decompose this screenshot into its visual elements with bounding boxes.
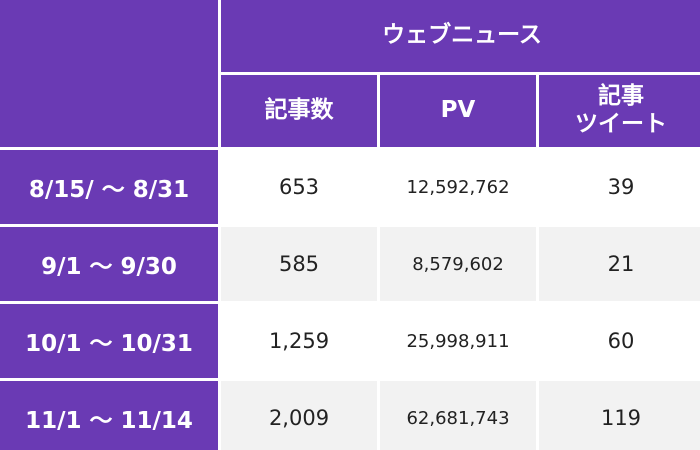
row-label-period: 8/15/ 〜 8/31 (0, 150, 218, 224)
cell-pv: 25,998,911 (380, 304, 536, 378)
cell-pv: 12,592,762 (380, 150, 536, 224)
column-header-article-tweets-line1: 記事 (598, 83, 644, 110)
column-header-articles: 記事数 (221, 75, 377, 147)
group-header-web-news: ウェブニュース (221, 0, 700, 72)
cell-pv: 8,579,602 (380, 227, 536, 301)
row-label-period: 10/1 〜 10/31 (0, 304, 218, 378)
cell-articles: 1,259 (221, 304, 377, 378)
cell-tweets: 60 (539, 304, 700, 378)
header-corner (0, 0, 218, 147)
cell-pv: 62,681,743 (380, 381, 536, 450)
column-header-article-tweets-line2: ツイート (575, 111, 667, 137)
cell-articles: 585 (221, 227, 377, 301)
cell-tweets: 21 (539, 227, 700, 301)
column-header-pv: PV (380, 75, 536, 147)
cell-articles: 2,009 (221, 381, 377, 450)
cell-tweets: 119 (539, 381, 700, 450)
cell-articles: 653 (221, 150, 377, 224)
row-label-period: 11/1 〜 11/14 (0, 381, 218, 450)
cell-tweets: 39 (539, 150, 700, 224)
column-header-article-tweets: 記事 ツイート (539, 75, 700, 147)
row-label-period: 9/1 〜 9/30 (0, 227, 218, 301)
